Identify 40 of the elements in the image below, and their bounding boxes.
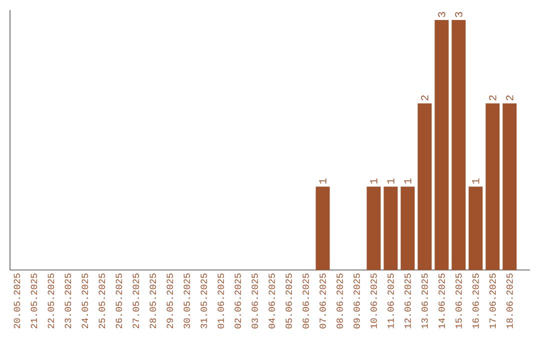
x-tick-label: 09.06.2025 <box>354 274 360 328</box>
x-tick-label: 24.05.2025 <box>82 274 88 328</box>
x-tick-label: 03.06.2025 <box>252 274 258 328</box>
x-tick-label: 01.06.2025 <box>218 274 224 328</box>
x-tick-label: 28.05.2025 <box>150 274 156 328</box>
x-tick-label: 05.06.2025 <box>286 274 292 328</box>
x-tick-label: 08.06.2025 <box>336 274 343 328</box>
x-tick-label: 15.06.2025 <box>455 274 462 328</box>
data-label: 3 <box>455 12 462 18</box>
x-tick-label: 07.06.2025 <box>320 274 326 328</box>
x-tick-label: 14.06.2025 <box>438 274 445 328</box>
data-label: 2 <box>506 95 514 100</box>
x-tick-label: 17.06.2025 <box>489 274 496 328</box>
x-tick-label: 26.05.2025 <box>116 274 122 328</box>
data-label: 1 <box>319 178 326 184</box>
x-tick-label: 23.05.2025 <box>64 274 72 328</box>
x-tick-label: 02.06.2025 <box>234 274 241 328</box>
x-tick-label: 06.06.2025 <box>302 274 309 328</box>
x-tick-label: 29.05.2025 <box>166 274 174 328</box>
x-tick-label: 25.05.2025 <box>98 274 106 328</box>
x-tick-label: 31.05.2025 <box>200 274 207 328</box>
x-tick-label: 10.06.2025 <box>370 274 377 328</box>
x-tick-label: 22.05.2025 <box>48 274 54 328</box>
x-tick-label: 20.05.2025 <box>14 274 20 328</box>
x-tick-label: 12.06.2025 <box>404 274 411 328</box>
x-tick-label: 16.06.2025 <box>472 274 479 328</box>
x-tick-label: 13.06.2025 <box>422 274 428 328</box>
data-label: 1 <box>387 178 394 184</box>
x-tick-label: 11.06.2025 <box>388 274 394 328</box>
x-tick-label: 30.05.2025 <box>184 274 190 328</box>
data-label: 1 <box>472 178 480 184</box>
data-label: 1 <box>404 178 412 184</box>
data-label: 3 <box>438 12 446 18</box>
data-label: 2 <box>421 95 428 100</box>
data-label: 1 <box>370 178 378 184</box>
x-tick-label: 04.06.2025 <box>268 274 275 328</box>
data-label: 2 <box>489 95 496 100</box>
x-tick-label: 27.05.2025 <box>132 274 140 328</box>
x-tick-label: 21.05.2025 <box>30 274 38 328</box>
x-tick-label: 18.06.2025 <box>506 274 513 328</box>
